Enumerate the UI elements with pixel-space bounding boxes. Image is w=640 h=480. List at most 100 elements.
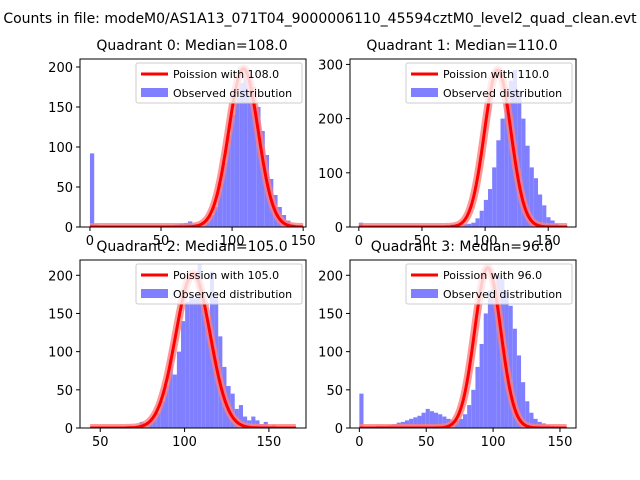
x-tick-label: 0 <box>86 234 94 249</box>
subplot-quadrant-3: 0 50 100 150 0 50 100 150 200 Poission with 96.0 O… <box>318 239 577 450</box>
legend-histogram-label: Observed distribution <box>173 288 292 301</box>
y-tick-label: 100 <box>318 346 343 361</box>
histogram-bar <box>542 205 547 227</box>
plot-area <box>87 64 306 227</box>
histogram-bar <box>234 97 240 227</box>
x-tick-label: 0 <box>355 435 363 450</box>
histogram-bar <box>521 382 526 428</box>
histogram-bar <box>475 366 480 428</box>
histogram-bar <box>251 87 257 227</box>
histogram-bar <box>479 210 484 227</box>
histogram-bar <box>213 207 218 227</box>
y-tick-label: 50 <box>326 384 343 399</box>
histogram-bar <box>239 83 244 227</box>
histogram-bar <box>217 183 223 227</box>
legend-box <box>405 62 573 104</box>
x-tick-label: 150 <box>291 234 316 249</box>
histogram-bar <box>492 282 497 428</box>
histogram-bar <box>475 218 480 227</box>
histogram-bar <box>160 401 165 428</box>
legend-histogram-label: Observed distribution <box>173 87 292 100</box>
histogram-bar <box>517 91 522 227</box>
x-tick-label: 50 <box>418 435 435 450</box>
y-tick-label: 100 <box>48 141 73 156</box>
subplot-title: Quadrant 0: Median=108.0 <box>96 38 287 54</box>
histogram-bar <box>181 321 186 428</box>
histogram-bar <box>413 417 418 428</box>
histogram-bar <box>156 412 161 428</box>
axes-frame <box>349 58 577 228</box>
histogram-bar <box>189 294 194 428</box>
histogram-bar <box>230 115 235 227</box>
histogram-bar <box>429 411 434 428</box>
histogram-bar <box>467 223 472 227</box>
histogram-bar <box>359 393 364 428</box>
subplot-quadrant-0: 0 50 100 150 0 50 100 150 200 Poission with 108.0… <box>48 38 315 249</box>
legend-histogram-swatch <box>411 88 438 97</box>
histogram-bar <box>463 224 468 227</box>
histogram-bar <box>209 215 214 227</box>
histogram-bar <box>546 217 551 227</box>
histogram-bar <box>458 418 463 428</box>
histogram-bar <box>201 302 206 428</box>
y-tick-label: 0 <box>335 422 343 437</box>
y-tick-label: 50 <box>56 181 73 196</box>
legend-histogram-label: Observed distribution <box>443 288 562 301</box>
x-tick-label: 50 <box>92 435 109 450</box>
axes-frame <box>79 58 307 228</box>
y-tick-label: 300 <box>318 58 343 73</box>
histogram-bar <box>500 118 505 227</box>
legend-curve-label: Poission with 105.0 <box>173 269 279 282</box>
y-tick-label: 200 <box>48 269 73 284</box>
histogram-bar <box>533 418 538 428</box>
x-tick-label: 100 <box>172 435 197 450</box>
histogram-bar <box>471 222 476 227</box>
legend-histogram-swatch <box>141 289 168 298</box>
poisson-curve-line <box>89 67 304 227</box>
histogram-bar <box>504 96 509 227</box>
subplot-title: Quadrant 3: Median=96.0 <box>371 239 553 255</box>
figure-suptitle: Counts in file: modeM0/AS1A13_071T04_900… <box>3 11 637 27</box>
x-tick-label: 100 <box>481 435 506 450</box>
poisson-curve-line <box>359 266 567 428</box>
histogram-bar <box>529 412 534 428</box>
histogram-bar <box>525 145 530 227</box>
y-tick-label: 150 <box>318 307 343 322</box>
y-tick-label: 50 <box>56 384 73 399</box>
histogram-bar <box>512 328 517 428</box>
legend-box <box>135 62 303 104</box>
y-tick-label: 200 <box>318 269 343 284</box>
histogram-bar <box>533 178 538 227</box>
y-tick-label: 150 <box>48 101 73 116</box>
histogram-bar <box>471 389 476 428</box>
histogram-bar <box>251 416 256 428</box>
histogram-bar <box>483 313 488 428</box>
x-tick-label: 150 <box>256 435 281 450</box>
y-tick-label: 0 <box>65 221 73 236</box>
histogram-bar <box>409 418 414 428</box>
x-tick-label: 100 <box>473 234 498 249</box>
histogram-bar <box>496 140 501 227</box>
x-tick-label: 150 <box>536 234 561 249</box>
legend-curve-label: Poission with 96.0 <box>443 269 542 282</box>
histogram-bar <box>256 107 261 227</box>
histogram-bar <box>226 135 231 227</box>
histogram-bar <box>483 199 488 227</box>
histogram-bar <box>508 305 513 428</box>
x-tick-label: 50 <box>153 234 170 249</box>
histogram-bar <box>247 75 252 227</box>
x-tick-label: 150 <box>548 435 573 450</box>
histogram-bar <box>243 71 248 227</box>
histogram-bar <box>487 189 493 227</box>
x-tick-label: 0 <box>355 234 363 249</box>
histogram-bar <box>525 401 530 428</box>
subplot-title: Quadrant 2: Median=105.0 <box>96 239 287 255</box>
subplot-quadrant-1: 0 50 100 150 0 100 200 300 Poission with 110.0 Ob… <box>318 38 577 249</box>
legend-histogram-label: Observed distribution <box>443 87 562 100</box>
histogram-bar <box>425 408 430 428</box>
subplot-quadrant-2: 50 100 150 0 50 100 150 200 Poission with 105.0 O… <box>48 239 307 450</box>
histogram-bar <box>521 118 526 227</box>
plot-area <box>356 263 570 428</box>
histogram-bar <box>185 302 190 428</box>
x-tick-label: 100 <box>220 234 245 249</box>
